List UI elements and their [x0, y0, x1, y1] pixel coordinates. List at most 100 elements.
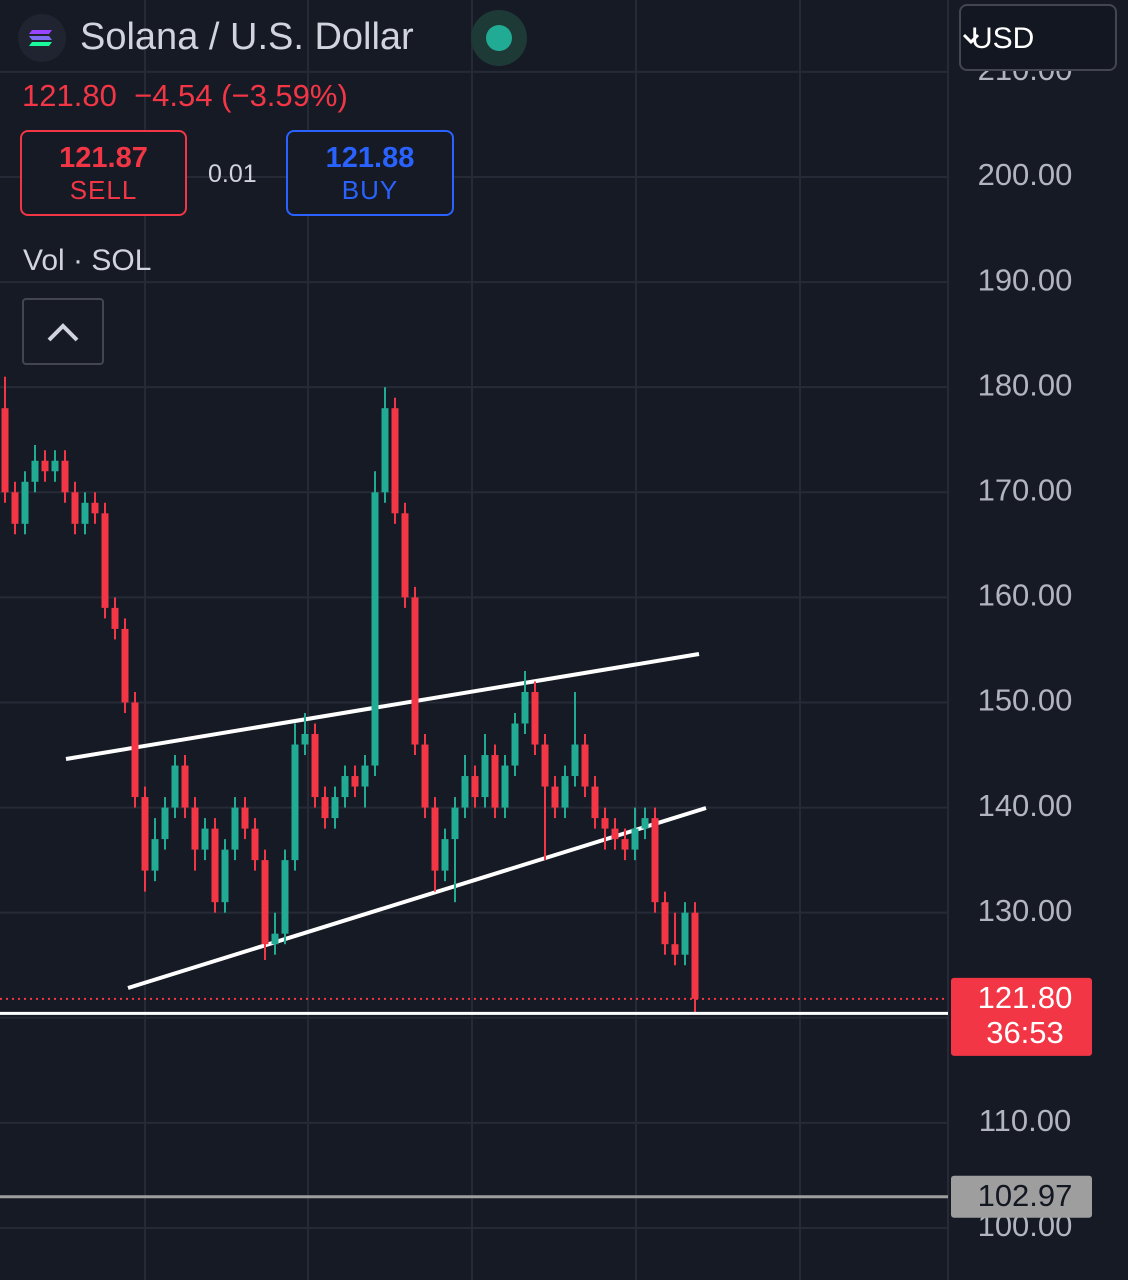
candle-body [91, 502, 99, 514]
market-status[interactable] [469, 8, 529, 68]
candle-body [31, 460, 39, 482]
y-tick-label: 150.00 [978, 683, 1073, 718]
candle-body [21, 481, 29, 524]
candle-body [561, 776, 569, 808]
candle-body [1, 408, 9, 493]
candle-body [421, 744, 429, 808]
candle-body [651, 818, 659, 903]
candle-body [251, 828, 259, 861]
last-price: 121.80 [22, 78, 117, 113]
candle-body [291, 744, 299, 861]
candle-body [521, 691, 529, 724]
candle-body [471, 776, 479, 798]
candle-body [351, 776, 359, 787]
candle-body [181, 765, 189, 808]
sell-price: 121.87 [59, 142, 148, 174]
candle-body [71, 492, 79, 524]
candle-body [41, 460, 49, 472]
candle-body [671, 944, 679, 955]
candle-body [121, 628, 129, 703]
candle-body [271, 933, 279, 945]
change-pct: (−3.59%) [221, 78, 348, 113]
candle-body [171, 765, 179, 808]
y-tick-label: 200.00 [978, 157, 1073, 192]
candle-body [331, 797, 339, 819]
candle-body [501, 765, 509, 808]
candle-body [661, 902, 669, 945]
candle-body [151, 839, 159, 871]
y-tick-label: 180.00 [978, 367, 1073, 402]
candle-body [591, 786, 599, 819]
buy-price: 121.88 [325, 142, 415, 174]
candle-body [81, 502, 89, 524]
candle-body [211, 828, 219, 903]
candle-body [691, 912, 699, 999]
sell-label: SELL [69, 175, 138, 205]
y-tick-label: 170.00 [978, 472, 1073, 507]
candle-body [201, 828, 209, 850]
candle-body [491, 755, 499, 808]
spread: 0.01 [208, 160, 257, 188]
current-price-tag [951, 977, 1092, 1056]
candle-body [281, 860, 289, 934]
candle-body [261, 860, 269, 945]
y-tick-label: 140.00 [978, 788, 1073, 823]
candle-body [11, 492, 19, 524]
candle-body [391, 408, 399, 514]
sell-button[interactable]: 121.87 SELL [20, 130, 187, 216]
candle-body [681, 912, 689, 955]
candle-body [131, 702, 139, 798]
candle-body [51, 460, 59, 472]
candle-body [191, 807, 199, 850]
candle-body [511, 723, 519, 766]
buy-button[interactable]: 121.88 BUY [286, 130, 454, 216]
candle-body [111, 607, 119, 629]
candle-body [141, 797, 149, 871]
candle-body [241, 807, 249, 829]
symbol-title: Solana / U.S. Dollar [80, 16, 414, 58]
candle-body [601, 818, 609, 829]
chevron-up [47, 323, 79, 342]
candle-body [621, 839, 629, 850]
y-tick-label: 130.00 [978, 893, 1073, 928]
candle-body [371, 492, 379, 766]
candle-body [451, 807, 459, 840]
symbol-logo [18, 14, 66, 62]
buy-label: BUY [341, 175, 399, 205]
countdown: 36:53 [986, 1015, 1064, 1050]
candle-body [481, 755, 489, 798]
candle-body [541, 744, 549, 787]
candle-body [581, 744, 589, 787]
currency: USD [971, 22, 1035, 55]
candle-body [321, 797, 329, 819]
trend-line [65, 652, 700, 761]
candle-body [381, 408, 389, 493]
candle-body [221, 849, 229, 903]
candle-body [551, 786, 559, 808]
candle-body [411, 597, 419, 745]
candle-body [61, 460, 69, 493]
y-tick-label: 110.00 [979, 1103, 1072, 1138]
change: −4.54 [134, 78, 213, 113]
candle-body [441, 839, 449, 871]
candle-body [461, 776, 469, 808]
price-line-label: 102.97 [978, 1178, 1073, 1213]
trend-line [127, 806, 707, 990]
collapse-button[interactable] [22, 298, 104, 365]
candle-body [361, 765, 369, 787]
price-change: 121.80 −4.54 (−3.59%) [22, 78, 348, 114]
y-tick-label: 190.00 [978, 262, 1073, 297]
candle-body [311, 734, 319, 798]
candle-body [231, 807, 239, 850]
candle-body [531, 691, 539, 745]
currency-select[interactable]: USD [959, 4, 1117, 71]
volume-label: Vol · SOL [23, 244, 152, 277]
candle-body [401, 513, 409, 598]
dropdown-arrow [962, 33, 980, 45]
candle-body [431, 807, 439, 871]
y-tick-label: 160.00 [978, 578, 1073, 613]
candle-body [641, 818, 649, 829]
candle-body [161, 807, 169, 840]
candle-body [631, 828, 639, 850]
